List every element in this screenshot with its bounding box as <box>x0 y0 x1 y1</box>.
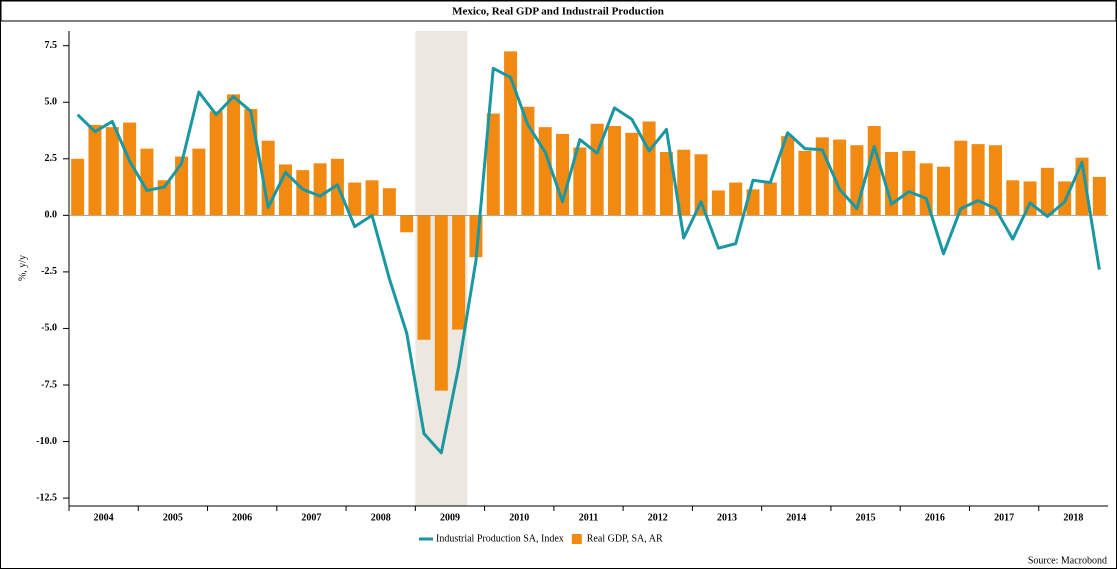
x-tick-label: 2015 <box>856 512 876 523</box>
x-tick-label: 2014 <box>786 512 806 523</box>
bar <box>175 156 189 216</box>
source: Source: Macrobond <box>1028 555 1107 566</box>
bar <box>88 124 102 216</box>
bar <box>105 127 119 216</box>
x-tick-label: 2007 <box>301 512 321 523</box>
bar <box>798 150 812 216</box>
bar <box>885 152 899 216</box>
bar <box>954 140 968 216</box>
x-tick-label: 2018 <box>1063 512 1083 523</box>
bar <box>348 182 362 216</box>
x-tick-label: 2011 <box>579 512 598 523</box>
x-tick-label: 2012 <box>648 512 668 523</box>
y-tick-label: -10.0 <box>36 436 57 447</box>
x-tick-label: 2016 <box>925 512 945 523</box>
bar <box>192 148 206 216</box>
bar <box>971 144 985 216</box>
x-tick-label: 2004 <box>94 512 114 523</box>
bar <box>538 127 552 216</box>
bar <box>296 170 310 216</box>
bar <box>694 154 708 216</box>
bar <box>1092 176 1106 216</box>
bar <box>763 182 777 216</box>
x-tick-label: 2006 <box>232 512 252 523</box>
y-tick-label: 2.5 <box>45 153 58 164</box>
bar <box>729 182 743 216</box>
legend-label: Real GDP, SA, AR <box>587 533 663 544</box>
bar <box>625 132 639 216</box>
bar <box>382 188 396 216</box>
bar <box>209 111 223 216</box>
legend-swatch <box>571 534 582 544</box>
bar <box>607 126 621 216</box>
x-tick-label: 2010 <box>509 512 529 523</box>
legend-label: Industrial Production SA, Index <box>436 533 564 544</box>
y-tick-label: -5.0 <box>41 323 57 334</box>
bar <box>140 148 154 216</box>
bar <box>452 215 466 330</box>
x-tick-label: 2017 <box>994 512 1014 523</box>
bar <box>642 121 656 216</box>
x-tick-label: 2013 <box>717 512 737 523</box>
bar <box>1040 167 1054 216</box>
bar <box>711 190 725 216</box>
bar <box>417 215 431 340</box>
bar <box>504 51 518 216</box>
bar <box>659 152 673 216</box>
title-box <box>1 1 1116 22</box>
x-tick-label: 2008 <box>371 512 391 523</box>
bar <box>486 113 500 216</box>
bar <box>573 147 587 216</box>
y-axis-label: %, y/y <box>17 255 28 281</box>
bar <box>867 126 881 216</box>
bar <box>71 158 85 216</box>
y-tick-label: -7.5 <box>41 379 57 390</box>
bar <box>123 122 137 216</box>
bar <box>902 150 916 216</box>
bar <box>227 94 241 216</box>
y-tick-label: -2.5 <box>41 266 57 277</box>
bar <box>400 215 414 233</box>
chart-title: Mexico, Real GDP and Industrail Producti… <box>452 6 664 18</box>
bar <box>781 136 795 216</box>
line <box>76 66 1101 455</box>
bar <box>434 215 448 391</box>
y-tick-label: 0.0 <box>45 210 58 221</box>
y-tick-label: 5.0 <box>45 97 58 108</box>
y-tick-label: -12.5 <box>36 492 57 503</box>
bar <box>365 180 379 216</box>
x-tick-label: 2005 <box>163 512 183 523</box>
bar <box>521 106 535 216</box>
bar <box>1006 180 1020 216</box>
bar <box>244 109 258 216</box>
bar <box>936 166 950 216</box>
y-tick-label: 7.5 <box>45 40 58 51</box>
bar <box>677 149 691 216</box>
bar <box>988 145 1002 216</box>
x-tick-label: 2009 <box>440 512 460 523</box>
bar <box>919 163 933 216</box>
bar <box>833 139 847 216</box>
bar <box>313 163 327 216</box>
